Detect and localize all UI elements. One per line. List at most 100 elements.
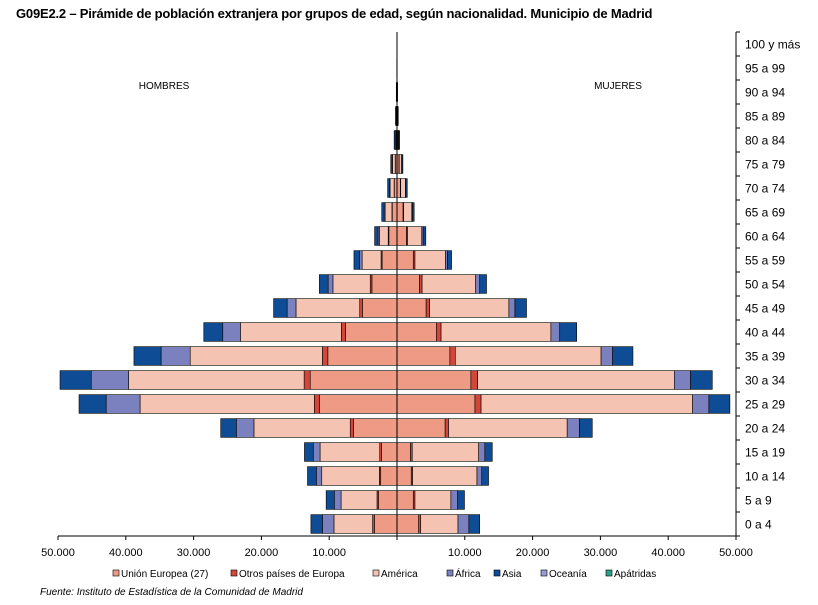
bar-mujeres-40-a-44-s2	[440, 322, 552, 342]
bar-hombres-25-a-29-s2	[139, 394, 315, 414]
legend-swatch	[372, 569, 380, 577]
bar-mujeres-80-a-84-s4	[398, 130, 400, 150]
bar-hombres-10-a-14-s2	[321, 466, 380, 486]
y-tick-label: 0 a 4	[745, 518, 772, 532]
bar-hombres-25-a-29-s3	[105, 394, 141, 414]
bar-hombres-50-a-54-s3	[327, 274, 334, 294]
bar-mujeres-40-a-44-s0	[396, 322, 437, 342]
bar-mujeres-45-a-49-s0	[396, 298, 427, 318]
bar-hombres-15-a-19-s2	[319, 442, 381, 462]
bar-mujeres-50-a-54-s4	[479, 274, 487, 294]
y-tick-label: 85 a 89	[745, 110, 785, 124]
bar-hombres-45-a-49-s4	[273, 298, 288, 318]
bar-mujeres-25-a-29-s2	[480, 394, 693, 414]
bar-mujeres-15-a-19-s2	[411, 442, 479, 462]
bar-mujeres-50-a-54-s3	[475, 274, 481, 294]
bar-hombres-60-a-64-s0	[388, 226, 398, 246]
y-tick-label: 90 a 94	[745, 86, 785, 100]
bar-hombres-20-a-24-s2	[253, 418, 351, 438]
y-tick-label: 70 a 74	[745, 182, 785, 196]
bar-mujeres-40-a-44-s4	[559, 322, 577, 342]
y-tick-label: 5 a 9	[745, 494, 772, 508]
y-tick-label: 55 a 59	[745, 254, 785, 268]
legend-swatch	[493, 569, 501, 577]
y-tick-label: 40 a 44	[745, 326, 785, 340]
bar-mujeres-5-a-9-s4	[457, 490, 465, 510]
bar-hombres-50-a-54-s4	[319, 274, 329, 294]
bar-hombres-5-a-9-s4	[325, 490, 335, 510]
bar-hombres-5-a-9-s0	[378, 490, 398, 510]
bar-hombres-40-a-44-s1	[341, 322, 346, 342]
legend-label: Asia	[502, 569, 522, 580]
bar-mujeres-75-a-79-s2	[398, 154, 402, 174]
bar-mujeres-70-a-74-s4	[405, 178, 408, 198]
bar-hombres-20-a-24-s0	[353, 418, 398, 438]
y-tick-label: 45 a 49	[745, 302, 785, 316]
bar-hombres-25-a-29-s4	[78, 394, 107, 414]
bar-mujeres-45-a-49-s4	[514, 298, 527, 318]
bar-hombres-50-a-54-s0	[371, 274, 398, 294]
bar-hombres-30-a-34-s4	[59, 370, 92, 390]
y-tick-label: 35 a 39	[745, 350, 785, 364]
bar-hombres-70-a-74-s2	[389, 178, 395, 198]
legend-swatch	[540, 569, 548, 577]
bar-hombres-20-a-24-s4	[220, 418, 237, 438]
bar-mujeres-45-a-49-s1	[425, 298, 430, 318]
bar-mujeres-75-a-79-s4	[401, 154, 404, 174]
bar-mujeres-50-a-54-s2	[421, 274, 476, 294]
bar-mujeres-45-a-49-s2	[429, 298, 510, 318]
bar-mujeres-55-a-59-s2	[414, 250, 446, 270]
legend-swatch	[112, 569, 120, 577]
bar-mujeres-0-a-4-s4	[468, 514, 481, 534]
bar-hombres-35-a-39-s4	[133, 346, 162, 366]
y-tick-label: 75 a 79	[745, 158, 785, 172]
bar-mujeres-5-a-9-s0	[396, 490, 414, 510]
bar-mujeres-65-a-69-s4	[412, 202, 415, 222]
bar-hombres-0-a-4-s0	[374, 514, 398, 534]
x-tick-label: 30.000	[584, 547, 618, 559]
bar-hombres-5-a-9-s3	[333, 490, 342, 510]
bar-mujeres-35-a-39-s4	[612, 346, 634, 366]
bar-hombres-45-a-49-s2	[295, 298, 361, 318]
bar-mujeres-10-a-14-s0	[396, 466, 412, 486]
legend-label: Unión Europea (27)	[121, 569, 208, 580]
y-tick-label: 100 y más	[745, 38, 800, 52]
bar-mujeres-10-a-14-s4	[481, 466, 489, 486]
bar-hombres-35-a-39-s2	[189, 346, 323, 366]
bar-mujeres-35-a-39-s3	[600, 346, 613, 366]
bar-mujeres-5-a-9-s2	[414, 490, 452, 510]
bar-hombres-0-a-4-s3	[322, 514, 335, 534]
bar-hombres-45-a-49-s1	[359, 298, 363, 318]
bar-mujeres-35-a-39-s0	[396, 346, 451, 366]
x-tick-label: 20.000	[516, 547, 550, 559]
bar-hombres-65-a-69-s4	[381, 202, 385, 222]
y-tick-label: 10 a 14	[745, 470, 785, 484]
bar-hombres-70-a-74-s4	[387, 178, 390, 198]
source-note: Fuente: Instituto de Estadística de la C…	[40, 587, 303, 598]
bar-hombres-75-a-79-s4	[390, 154, 393, 174]
bar-hombres-5-a-9-s2	[340, 490, 378, 510]
bar-mujeres-70-a-74-s2	[400, 178, 406, 198]
x-tick-label: 40.000	[109, 547, 143, 559]
bar-hombres-55-a-59-s0	[381, 250, 398, 270]
legend-swatch	[605, 569, 613, 577]
bar-mujeres-10-a-14-s3	[476, 466, 483, 486]
bar-hombres-55-a-59-s4	[353, 250, 360, 270]
bar-mujeres-0-a-4-s2	[420, 514, 459, 534]
bar-mujeres-30-a-34-s4	[690, 370, 713, 390]
bar-hombres-30-a-34-s2	[128, 370, 305, 390]
x-tick-label: 10.000	[312, 547, 346, 559]
legend-swatch	[230, 569, 238, 577]
bar-hombres-55-a-59-s3	[359, 250, 363, 270]
bar-mujeres-5-a-9-s3	[450, 490, 458, 510]
bar-hombres-25-a-29-s0	[319, 394, 398, 414]
bar-hombres-0-a-4-s4	[310, 514, 323, 534]
bar-mujeres-20-a-24-s3	[566, 418, 580, 438]
legend-label: América	[381, 569, 418, 580]
bar-hombres-55-a-59-s2	[361, 250, 382, 270]
bar-hombres-20-a-24-s3	[236, 418, 255, 438]
x-tick-label: 30.000	[177, 547, 211, 559]
x-tick-label: 40.000	[651, 547, 685, 559]
y-tick-label: 95 a 99	[745, 62, 785, 76]
